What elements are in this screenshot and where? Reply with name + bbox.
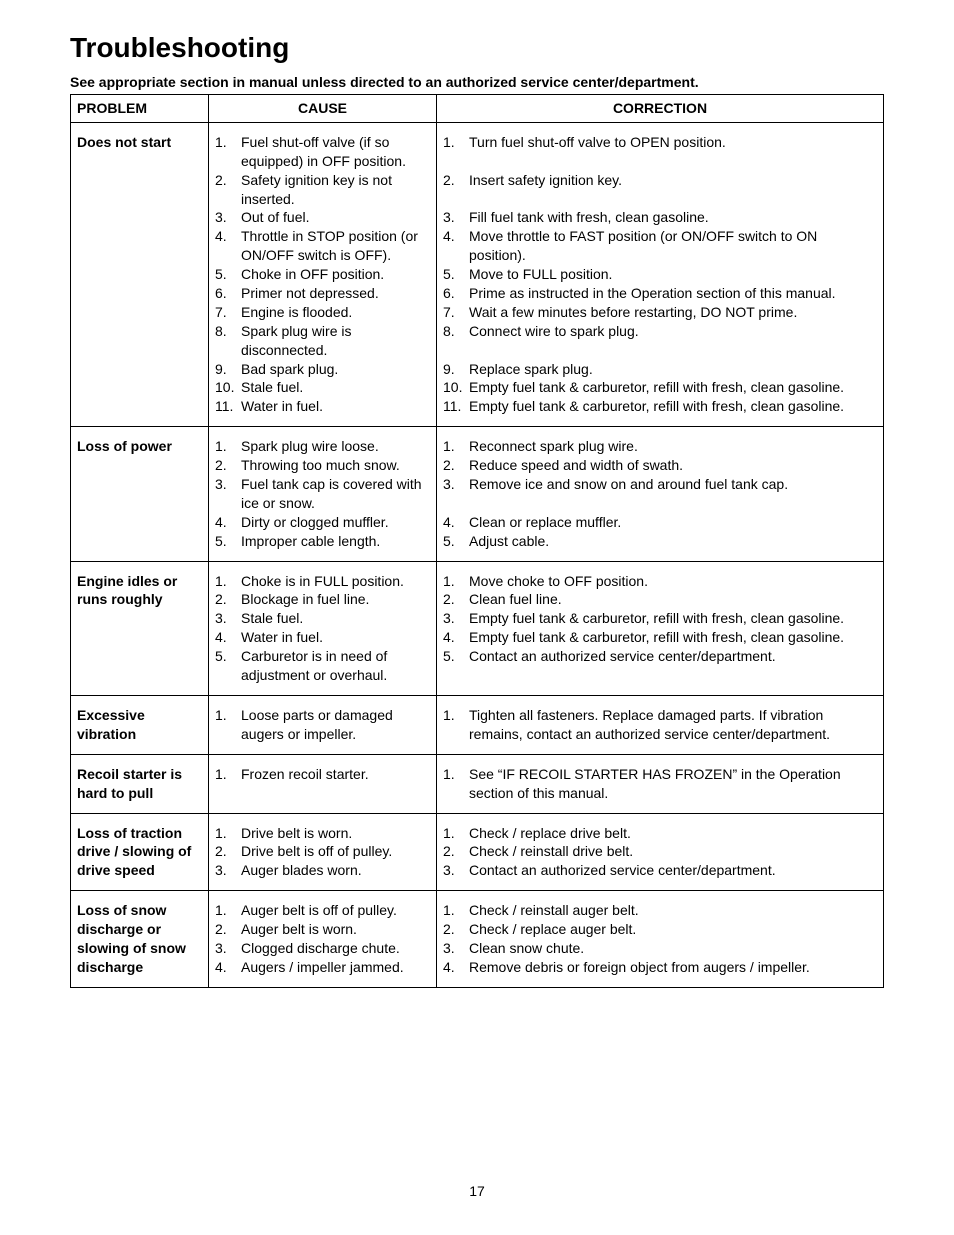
table-row: Loss of snow discharge or slowing of sno… (71, 891, 884, 988)
table-row: Loss of traction drive / slowing of driv… (71, 813, 884, 891)
list-item: 1.Spark plug wire loose. (215, 437, 430, 456)
list-item: 2.Throwing too much snow. (215, 456, 430, 475)
list-item: 2.Clean fuel line. (443, 590, 877, 609)
list-item: 4.Dirty or clogged muffler. (215, 513, 430, 532)
list-item: 7.Wait a few minutes before restarting, … (443, 303, 877, 322)
correction-cell: 1.Move choke to OFF position.2.Clean fue… (437, 561, 884, 695)
list-item: 3.Fill fuel tank with fresh, clean gasol… (443, 208, 877, 227)
list-item: 4.Remove debris or foreign object from a… (443, 958, 877, 977)
list-item: 5.Move to FULL position. (443, 265, 877, 284)
list-item: 1.Reconnect spark plug wire. (443, 437, 877, 456)
table-row: Engine idles or runs roughly1.Choke is i… (71, 561, 884, 695)
list-item: 1.Move choke to OFF position. (443, 572, 877, 591)
list-item: 5.Improper cable length. (215, 532, 430, 551)
list-item: 11.Water in fuel. (215, 397, 430, 416)
list-item: 3.Auger blades worn. (215, 861, 430, 880)
page-number: 17 (0, 1183, 954, 1199)
list-item: 1.Drive belt is worn. (215, 824, 430, 843)
correction-cell: 1.Reconnect spark plug wire.2.Reduce spe… (437, 427, 884, 561)
list-item: 10.Stale fuel. (215, 378, 430, 397)
correction-cell: 1.Tighten all fasteners. Replace damaged… (437, 695, 884, 754)
list-item: 1.Auger belt is off of pulley. (215, 901, 430, 920)
list-item: 2.Blockage in fuel line. (215, 590, 430, 609)
list-item: 3.Fuel tank cap is covered with ice or s… (215, 475, 430, 513)
list-item: 3.Contact an authorized service center/d… (443, 861, 877, 880)
cause-cell: 1.Choke is in FULL position.2.Blockage i… (209, 561, 437, 695)
list-item: 4.Empty fuel tank & carburetor, refill w… (443, 628, 877, 647)
list-item: 4.Move throttle to FAST position (or ON/… (443, 227, 877, 265)
correction-cell: 1.Check / replace drive belt.2.Check / r… (437, 813, 884, 891)
list-item: 5.Carburetor is in need of adjustment or… (215, 647, 430, 685)
list-item: 1.Frozen recoil starter. (215, 765, 430, 784)
list-item: 1.Tighten all fasteners. Replace damaged… (443, 706, 877, 744)
list-item: 2.Check / replace auger belt. (443, 920, 877, 939)
list-item: 3.Clean snow chute. (443, 939, 877, 958)
list-item: 1.Fuel shut-off valve (if so equipped) i… (215, 133, 430, 171)
list-item: 3.Out of fuel. (215, 208, 430, 227)
troubleshooting-table: PROBLEM CAUSE CORRECTION Does not start1… (70, 94, 884, 988)
list-item: 6.Prime as instructed in the Operation s… (443, 284, 877, 303)
list-item: 1.Choke is in FULL position. (215, 572, 430, 591)
list-item: 8.Spark plug wire is disconnected. (215, 322, 430, 360)
problem-cell: Engine idles or runs roughly (71, 561, 209, 695)
list-item: 1.Loose parts or damaged augers or impel… (215, 706, 430, 744)
cause-cell: 1.Loose parts or damaged augers or impel… (209, 695, 437, 754)
col-header-correction: CORRECTION (437, 95, 884, 123)
list-item: 5.Adjust cable. (443, 532, 877, 551)
table-row: Does not start1.Fuel shut-off valve (if … (71, 122, 884, 426)
list-item: 4.Clean or replace muffler. (443, 513, 877, 532)
table-row: Excessive vibration1.Loose parts or dama… (71, 695, 884, 754)
cause-cell: 1.Drive belt is worn.2.Drive belt is off… (209, 813, 437, 891)
list-item: 5.Choke in OFF position. (215, 265, 430, 284)
list-item: 1.Check / replace drive belt. (443, 824, 877, 843)
list-item: 3.Remove ice and snow on and around fuel… (443, 475, 877, 513)
page-subhead: See appropriate section in manual unless… (70, 74, 884, 90)
list-item: 2.Check / reinstall drive belt. (443, 842, 877, 861)
problem-cell: Loss of power (71, 427, 209, 561)
col-header-cause: CAUSE (209, 95, 437, 123)
list-item: 1.Check / reinstall auger belt. (443, 901, 877, 920)
list-item: 8.Connect wire to spark plug. (443, 322, 877, 360)
list-item: 10.Empty fuel tank & carburetor, refill … (443, 378, 877, 397)
problem-cell: Loss of traction drive / slowing of driv… (71, 813, 209, 891)
problem-cell: Loss of snow discharge or slowing of sno… (71, 891, 209, 988)
list-item: 2.Auger belt is worn. (215, 920, 430, 939)
cause-cell: 1.Frozen recoil starter. (209, 754, 437, 813)
cause-cell: 1.Fuel shut-off valve (if so equipped) i… (209, 122, 437, 426)
col-header-problem: PROBLEM (71, 95, 209, 123)
list-item: 3.Stale fuel. (215, 609, 430, 628)
list-item: 9.Replace spark plug. (443, 360, 877, 379)
list-item: 11.Empty fuel tank & carburetor, refill … (443, 397, 877, 416)
list-item: 9.Bad spark plug. (215, 360, 430, 379)
list-item: 7.Engine is flooded. (215, 303, 430, 322)
list-item: 2.Drive belt is off of pulley. (215, 842, 430, 861)
list-item: 2.Insert safety ignition key. (443, 171, 877, 209)
list-item: 2.Safety ignition key is not inserted. (215, 171, 430, 209)
cause-cell: 1.Spark plug wire loose.2.Throwing too m… (209, 427, 437, 561)
correction-cell: 1.Check / reinstall auger belt.2.Check /… (437, 891, 884, 988)
problem-cell: Does not start (71, 122, 209, 426)
table-row: Recoil starter is hard to pull 1.Frozen r… (71, 754, 884, 813)
list-item: 1.See “IF RECOIL STARTER HAS FROZEN” in … (443, 765, 877, 803)
list-item: 4.Throttle in STOP position (or ON/OFF s… (215, 227, 430, 265)
list-item: 5.Contact an authorized service center/d… (443, 647, 877, 666)
page-title: Troubleshooting (70, 32, 884, 64)
cause-cell: 1.Auger belt is off of pulley.2.Auger be… (209, 891, 437, 988)
list-item: 1.Turn fuel shut-off valve to OPEN posit… (443, 133, 877, 171)
list-item: 6.Primer not depressed. (215, 284, 430, 303)
list-item: 2.Reduce speed and width of swath. (443, 456, 877, 475)
list-item: 4.Augers / impeller jammed. (215, 958, 430, 977)
list-item: 3.Clogged discharge chute. (215, 939, 430, 958)
problem-cell: Recoil starter is hard to pull (71, 754, 209, 813)
list-item: 4.Water in fuel. (215, 628, 430, 647)
list-item: 3.Empty fuel tank & carburetor, refill w… (443, 609, 877, 628)
problem-cell: Excessive vibration (71, 695, 209, 754)
correction-cell: 1.Turn fuel shut-off valve to OPEN posit… (437, 122, 884, 426)
correction-cell: 1.See “IF RECOIL STARTER HAS FROZEN” in … (437, 754, 884, 813)
table-row: Loss of power1.Spark plug wire loose.2.T… (71, 427, 884, 561)
